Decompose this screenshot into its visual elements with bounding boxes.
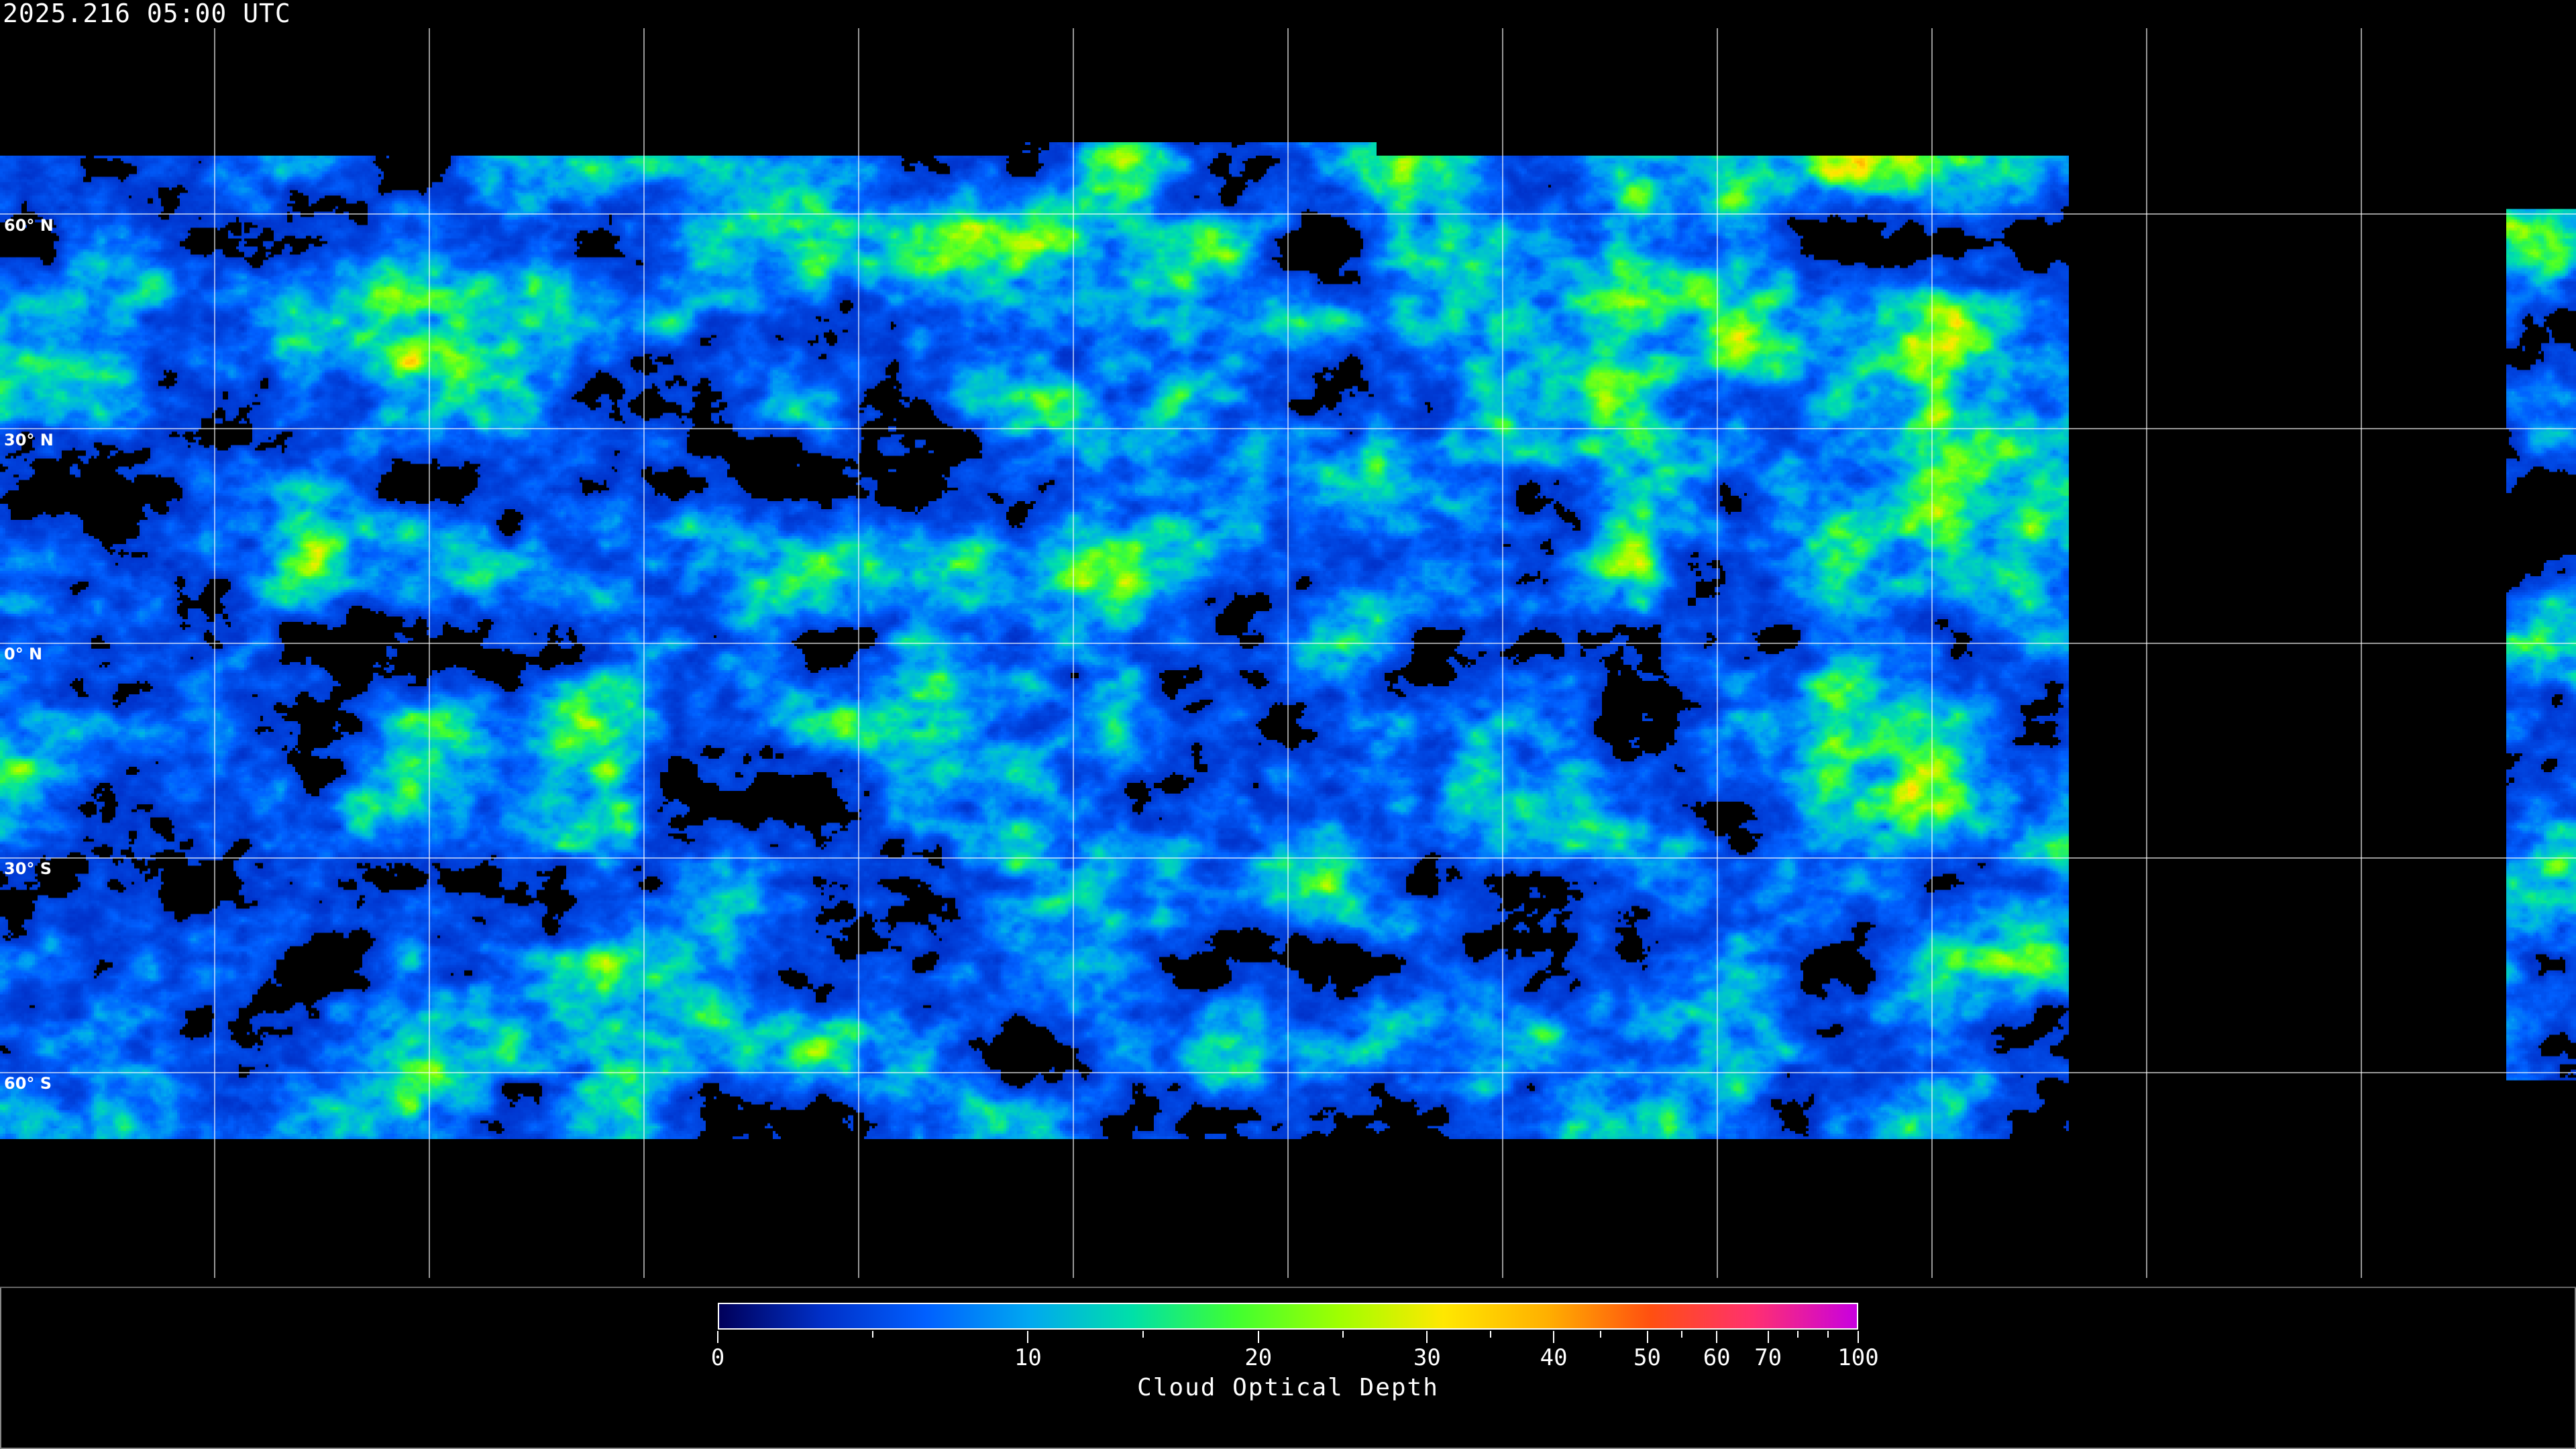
colorbar-major-tick (1858, 1331, 1859, 1343)
colorbar-ticks: 0 10 20 30 40 50 60 70 100 (711, 1331, 1879, 1391)
colorbar-major-tick (1767, 1331, 1769, 1343)
colorbar-major-tick (1027, 1331, 1029, 1343)
colorbar-minor-tick (1827, 1331, 1829, 1338)
colorbar-tick-label: 0 (710, 1344, 725, 1371)
colorbar-major-tick (717, 1331, 718, 1343)
colorbar-tick-label: 10 (1014, 1344, 1042, 1371)
colorbar-minor-tick (1342, 1331, 1344, 1338)
colorbar-major-tick (1646, 1331, 1648, 1343)
lat-label-60n: 60° N (4, 216, 54, 235)
colorbar-tick-label: 30 (1413, 1344, 1441, 1371)
colorbar-tick-label: 70 (1754, 1344, 1782, 1371)
colorbar-minor-tick (1797, 1331, 1799, 1338)
colorbar-tick-label: 50 (1633, 1344, 1661, 1371)
colorbar-major-tick (1553, 1331, 1555, 1343)
colorbar-major-tick (1426, 1331, 1428, 1343)
colorbar (718, 1303, 1858, 1330)
lat-label-0: 0° N (4, 645, 43, 663)
colorbar-minor-tick (872, 1331, 874, 1338)
colorbar-title: Cloud Optical Depth (1137, 1374, 1439, 1401)
lat-label-30n: 30° N (4, 431, 54, 449)
colorbar-major-tick (1716, 1331, 1718, 1343)
colorbar-minor-tick (1489, 1331, 1491, 1338)
colorbar-minor-tick (1142, 1331, 1144, 1338)
timestamp: 2025.216 05:00 UTC (3, 0, 291, 28)
colorbar-tick-label: 60 (1703, 1344, 1731, 1371)
colorbar-minor-tick (1681, 1331, 1683, 1338)
lat-label-30s: 30° S (4, 859, 52, 878)
colorbar-tick-label: 40 (1540, 1344, 1568, 1371)
divider (0, 1287, 2576, 1288)
colorbar-minor-tick (1599, 1331, 1601, 1338)
cloud-optical-depth-map: 60° N 30° N 0° N 30° S 60° S (0, 0, 2576, 1287)
lat-label-60s: 60° S (4, 1074, 52, 1093)
colorbar-major-tick (1257, 1331, 1259, 1343)
colorbar-tick-label: 100 (1837, 1344, 1879, 1371)
colorbar-tick-label: 20 (1244, 1344, 1273, 1371)
lat-lon-grid (0, 28, 2576, 1278)
